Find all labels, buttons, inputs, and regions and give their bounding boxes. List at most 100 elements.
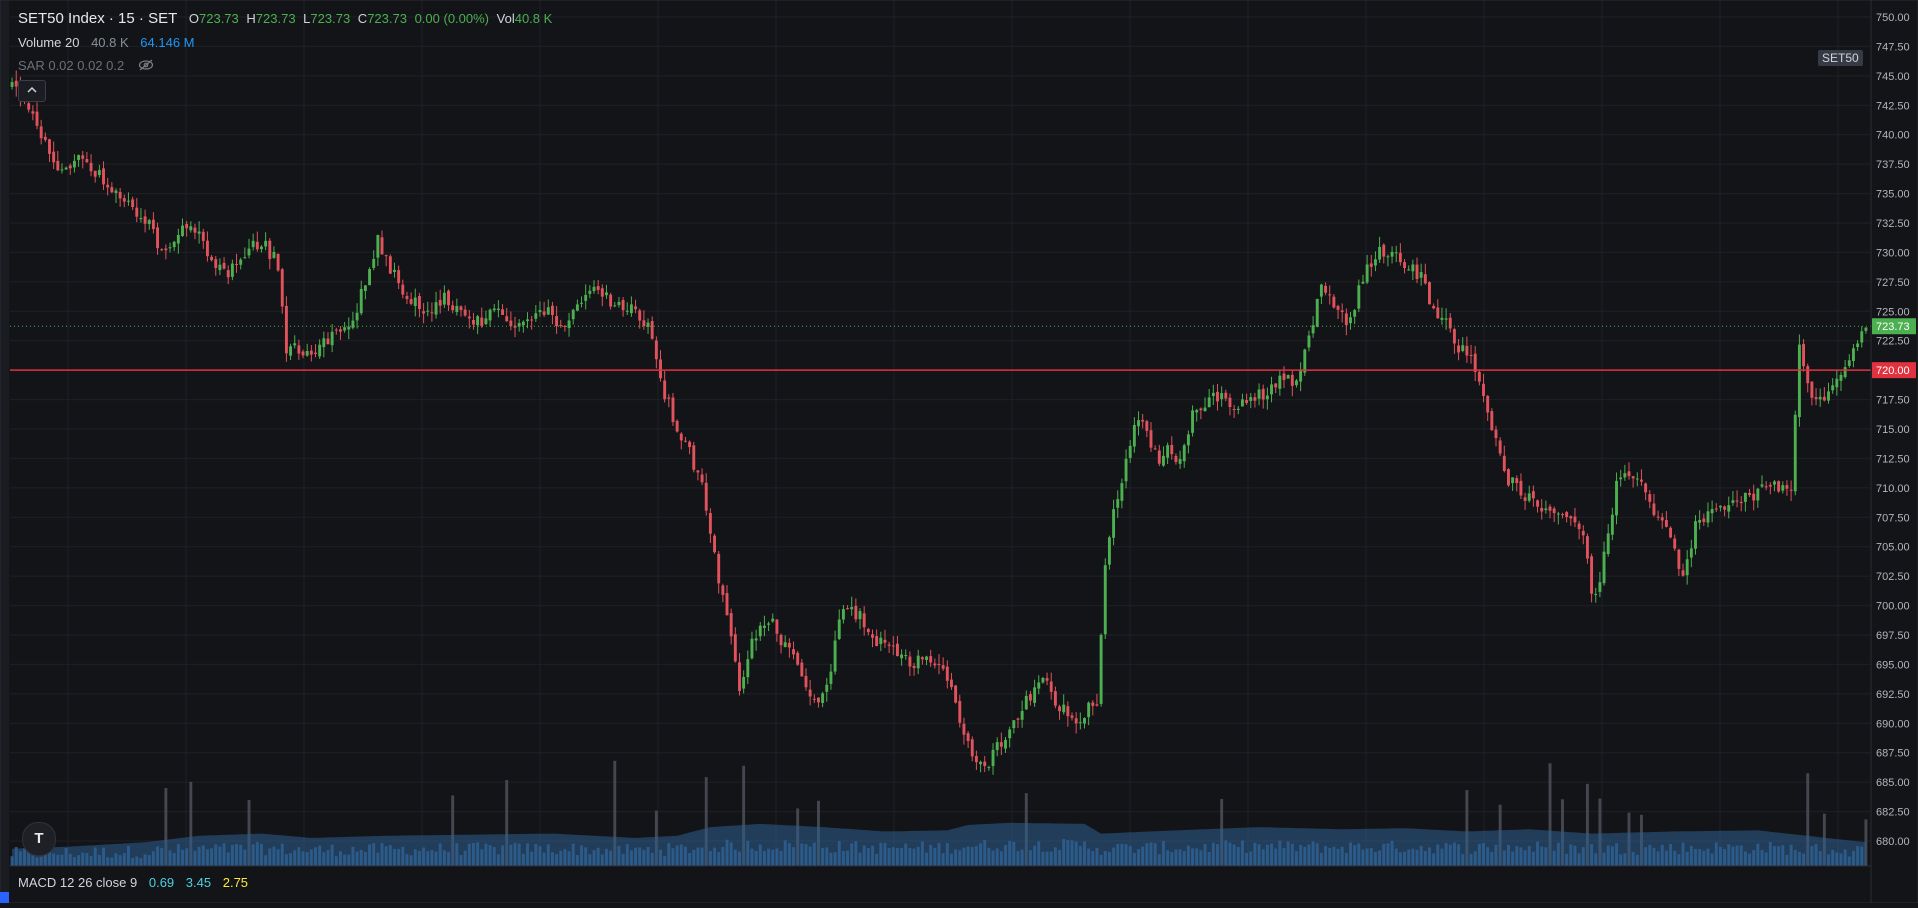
- candle-body: [1515, 478, 1519, 484]
- candle-body: [1565, 512, 1569, 518]
- candle-body: [1664, 520, 1668, 527]
- candle-body: [368, 269, 372, 286]
- candle-body: [430, 312, 434, 314]
- candle-body: [1727, 505, 1731, 512]
- candle-body: [517, 323, 521, 327]
- eye-off-icon[interactable]: [138, 59, 154, 74]
- candle-body: [1590, 556, 1594, 594]
- y-tick-label: 715.00: [1876, 424, 1910, 436]
- candle-body: [164, 248, 168, 251]
- candle-body: [1827, 391, 1830, 401]
- candle-body: [501, 309, 505, 315]
- candle-body: [1440, 317, 1444, 320]
- candle-body: [1124, 458, 1128, 482]
- candle-body: [205, 240, 209, 257]
- y-tick-label: 740.00: [1876, 130, 1910, 142]
- candle-body: [767, 623, 771, 625]
- candle-body: [837, 619, 841, 639]
- candle-body: [762, 625, 766, 628]
- candle-body: [937, 664, 941, 666]
- candle-body: [925, 656, 928, 661]
- candle-body: [1577, 523, 1581, 530]
- candle-body: [534, 313, 538, 319]
- candle-body: [176, 234, 180, 244]
- candle-body: [546, 307, 550, 315]
- candle-body: [476, 316, 480, 326]
- candle-body: [667, 397, 671, 399]
- candle-body: [970, 739, 974, 757]
- candle-body: [1332, 296, 1336, 308]
- candle-body: [779, 635, 783, 646]
- candle-body: [459, 306, 463, 310]
- candle-body: [143, 216, 147, 224]
- candle-body: [1764, 486, 1768, 488]
- candle-body: [700, 474, 704, 483]
- candle-body: [1369, 263, 1373, 267]
- candle-body: [1083, 717, 1086, 724]
- candle-body: [945, 666, 949, 681]
- macd-legend[interactable]: MACD 12 26 close 9 0.69 3.45 2.75: [18, 875, 252, 890]
- candle-body: [1714, 508, 1718, 510]
- candle-body: [251, 240, 255, 248]
- price-axis[interactable]: 680.00 682.50 685.00 687.50 690.00 692.50 695.…: [1872, 12, 1916, 848]
- candle-body: [355, 312, 359, 321]
- candle-body: [991, 749, 995, 767]
- scroll-handle[interactable]: [0, 892, 9, 903]
- candle-body: [1735, 500, 1739, 502]
- candle-body: [1141, 419, 1145, 422]
- candle-body: [43, 136, 47, 140]
- candle-body: [442, 292, 446, 305]
- volume-bar: [189, 781, 193, 866]
- candle-body: [629, 304, 633, 314]
- candle-body: [127, 200, 130, 202]
- candle-body: [526, 319, 529, 322]
- candle-body: [887, 644, 891, 646]
- tradingview-logo[interactable]: T: [22, 822, 56, 856]
- candle-body: [1004, 739, 1007, 749]
- candle-body: [588, 290, 592, 294]
- candle-body: [542, 311, 546, 315]
- candle-body: [1777, 481, 1781, 492]
- volume-legend[interactable]: Volume 20 40.8 K 64.146 M: [18, 35, 198, 50]
- volume-indicator-name: Volume 20: [18, 35, 80, 50]
- candle-body: [110, 187, 114, 193]
- candle-body: [102, 168, 105, 185]
- candle-body: [1373, 259, 1377, 266]
- candle-body: [1178, 459, 1182, 464]
- candle-body: [1145, 421, 1149, 431]
- candle-body: [1232, 408, 1236, 410]
- symbol-title[interactable]: SET50 Index · 15 · SET: [18, 10, 178, 27]
- candle-body: [314, 352, 317, 355]
- candle-body: [1502, 455, 1506, 471]
- candle-body: [920, 657, 924, 660]
- chevron-up-icon: [27, 85, 37, 97]
- candle-body: [505, 316, 509, 322]
- candle-body: [388, 256, 392, 274]
- candle-body: [1419, 272, 1423, 278]
- candle-body: [696, 470, 700, 473]
- candle-body: [197, 231, 201, 234]
- candle-body: [260, 246, 263, 250]
- candle-body: [1398, 252, 1402, 263]
- price-series: [10, 70, 1868, 775]
- horizontal-lines[interactable]: [10, 325, 1871, 371]
- sar-legend[interactable]: SAR 0.02 0.02 0.2: [18, 58, 158, 74]
- candle-body: [821, 693, 825, 703]
- candle-body: [1186, 434, 1190, 446]
- candle-body: [1016, 718, 1020, 720]
- open-value: 723.73: [199, 11, 239, 26]
- candle-body: [1847, 360, 1851, 366]
- candle-body: [135, 207, 139, 217]
- y-tick-label: 717.50: [1876, 395, 1910, 407]
- candle-body: [738, 662, 741, 691]
- candle-body: [1523, 497, 1527, 501]
- candle-body: [1648, 494, 1652, 502]
- candle-body: [272, 251, 276, 258]
- candle-body: [10, 82, 14, 87]
- candle-body: [1444, 318, 1448, 320]
- candle-body: [280, 269, 284, 307]
- candle-body: [1694, 521, 1697, 549]
- collapse-legend-button[interactable]: [18, 80, 46, 102]
- candle-body: [193, 227, 197, 233]
